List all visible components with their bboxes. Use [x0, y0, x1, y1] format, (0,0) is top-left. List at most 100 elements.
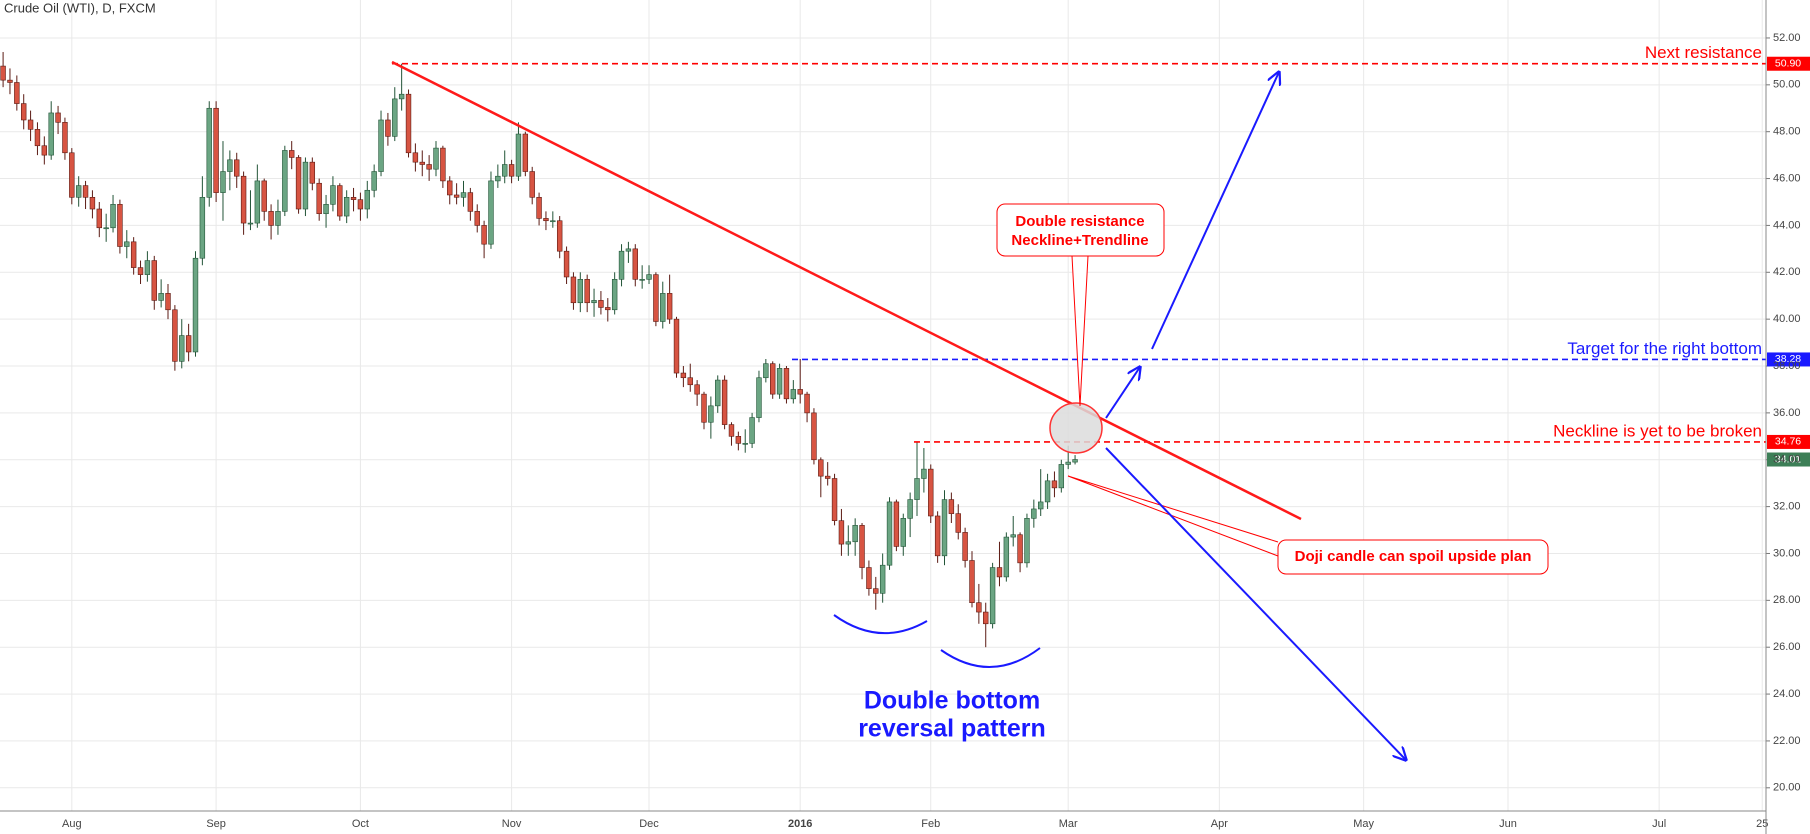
y-tick-label: 28.00: [1773, 594, 1801, 606]
candle-body: [1031, 508, 1037, 519]
candle-body: [666, 293, 673, 320]
candle-body: [62, 122, 68, 154]
candle-body: [467, 192, 474, 212]
candle-body: [447, 180, 453, 196]
candle-body: [818, 459, 824, 477]
bottom-arc: [940, 647, 1041, 668]
callout-text: Double resistance: [1015, 213, 1144, 230]
pattern-label: Double bottom: [864, 687, 1040, 715]
candle-body: [701, 393, 707, 423]
y-tick-label: 24.00: [1773, 688, 1801, 700]
candle-body: [254, 180, 261, 224]
last-price-tag: [1767, 452, 1810, 467]
candle-body: [969, 560, 975, 603]
candle-body: [928, 468, 934, 517]
candle-body: [639, 279, 645, 281]
candle-body: [440, 147, 446, 182]
candle-body: [625, 248, 632, 252]
candle-body: [192, 257, 199, 353]
candle-body: [460, 192, 467, 198]
candle-body: [185, 335, 192, 353]
candle-body: [144, 260, 151, 275]
candle-body: [21, 103, 27, 121]
candle-body: [261, 180, 267, 212]
callout-pointer: [1067, 475, 1279, 557]
candle-body: [563, 250, 570, 278]
candle-body: [385, 119, 391, 137]
callout-box: [1277, 539, 1549, 575]
candle-body: [660, 293, 666, 322]
candle-body: [0, 65, 6, 81]
candle-body: [41, 145, 48, 156]
price-tag: [1767, 56, 1810, 71]
candle-body: [941, 499, 948, 557]
arrow: [1151, 72, 1279, 350]
candle-body: [680, 372, 687, 379]
candle-body: [364, 189, 370, 210]
candle-body: [316, 182, 322, 215]
x-tick-label: 2016: [788, 818, 812, 830]
candle-body: [433, 147, 439, 170]
level-label: Next resistance: [1645, 43, 1762, 62]
candle-body: [907, 499, 913, 519]
candle-body: [934, 515, 941, 557]
candle-body: [172, 309, 178, 362]
candle-body: [543, 218, 549, 222]
y-tick-label: 20.00: [1773, 782, 1801, 794]
candle-body: [481, 225, 487, 245]
candle-body: [605, 307, 611, 311]
y-tick-label: 40.00: [1773, 313, 1801, 325]
y-tick-label: 48.00: [1773, 126, 1801, 138]
candle-body: [1024, 518, 1030, 564]
callout-text: Doji candle can spoil upside plan: [1295, 548, 1532, 565]
candle-body: [179, 335, 185, 362]
candle-body: [110, 204, 116, 229]
y-tick-label: 34.00: [1773, 454, 1801, 466]
x-tick-label: 25: [1756, 818, 1768, 830]
candle-body: [378, 119, 384, 172]
candle-body: [14, 82, 20, 104]
x-tick-label: Sep: [206, 818, 226, 830]
candle-body: [770, 363, 776, 395]
candle-body: [220, 171, 226, 193]
candle-body: [1051, 480, 1058, 489]
candle-body: [797, 389, 803, 395]
candle-body: [646, 274, 652, 280]
candle-body: [673, 318, 680, 374]
candle-body: [824, 475, 831, 479]
x-tick-label: Oct: [352, 818, 369, 830]
x-tick-label: Dec: [639, 818, 659, 830]
arrow: [1105, 367, 1140, 419]
candle-body: [227, 159, 233, 172]
candle-body: [27, 119, 34, 130]
candle-body: [398, 93, 405, 100]
candle-body: [996, 567, 1003, 578]
candle-body: [632, 248, 638, 280]
y-tick-label: 36.00: [1773, 407, 1801, 419]
candle-body: [1003, 536, 1010, 578]
candle-body: [838, 520, 845, 545]
candle-body: [955, 513, 961, 533]
candle-body: [598, 300, 604, 308]
grid: [0, 0, 1770, 811]
candle-body: [69, 152, 75, 198]
candle-body: [653, 274, 659, 322]
candle-body: [371, 171, 377, 191]
price-tag-label: 34.76: [1775, 436, 1801, 448]
candle-body: [749, 417, 755, 444]
last-price-label: 34.01: [1775, 453, 1801, 465]
y-tick-label: 30.00: [1773, 547, 1801, 559]
x-tick-label: Jul: [1652, 818, 1666, 830]
candle-body: [103, 227, 109, 230]
x-tick-label: Mar: [1059, 818, 1078, 830]
level-label: Target for the right bottom: [1567, 339, 1762, 358]
candle-body: [234, 159, 240, 177]
candle-body: [488, 180, 494, 245]
y-tick-label: 32.00: [1773, 501, 1801, 513]
candle-body: [247, 222, 254, 225]
candle-body: [96, 208, 102, 229]
candle-body: [921, 468, 927, 479]
candle-body: [275, 211, 281, 226]
candle-body: [48, 112, 54, 156]
